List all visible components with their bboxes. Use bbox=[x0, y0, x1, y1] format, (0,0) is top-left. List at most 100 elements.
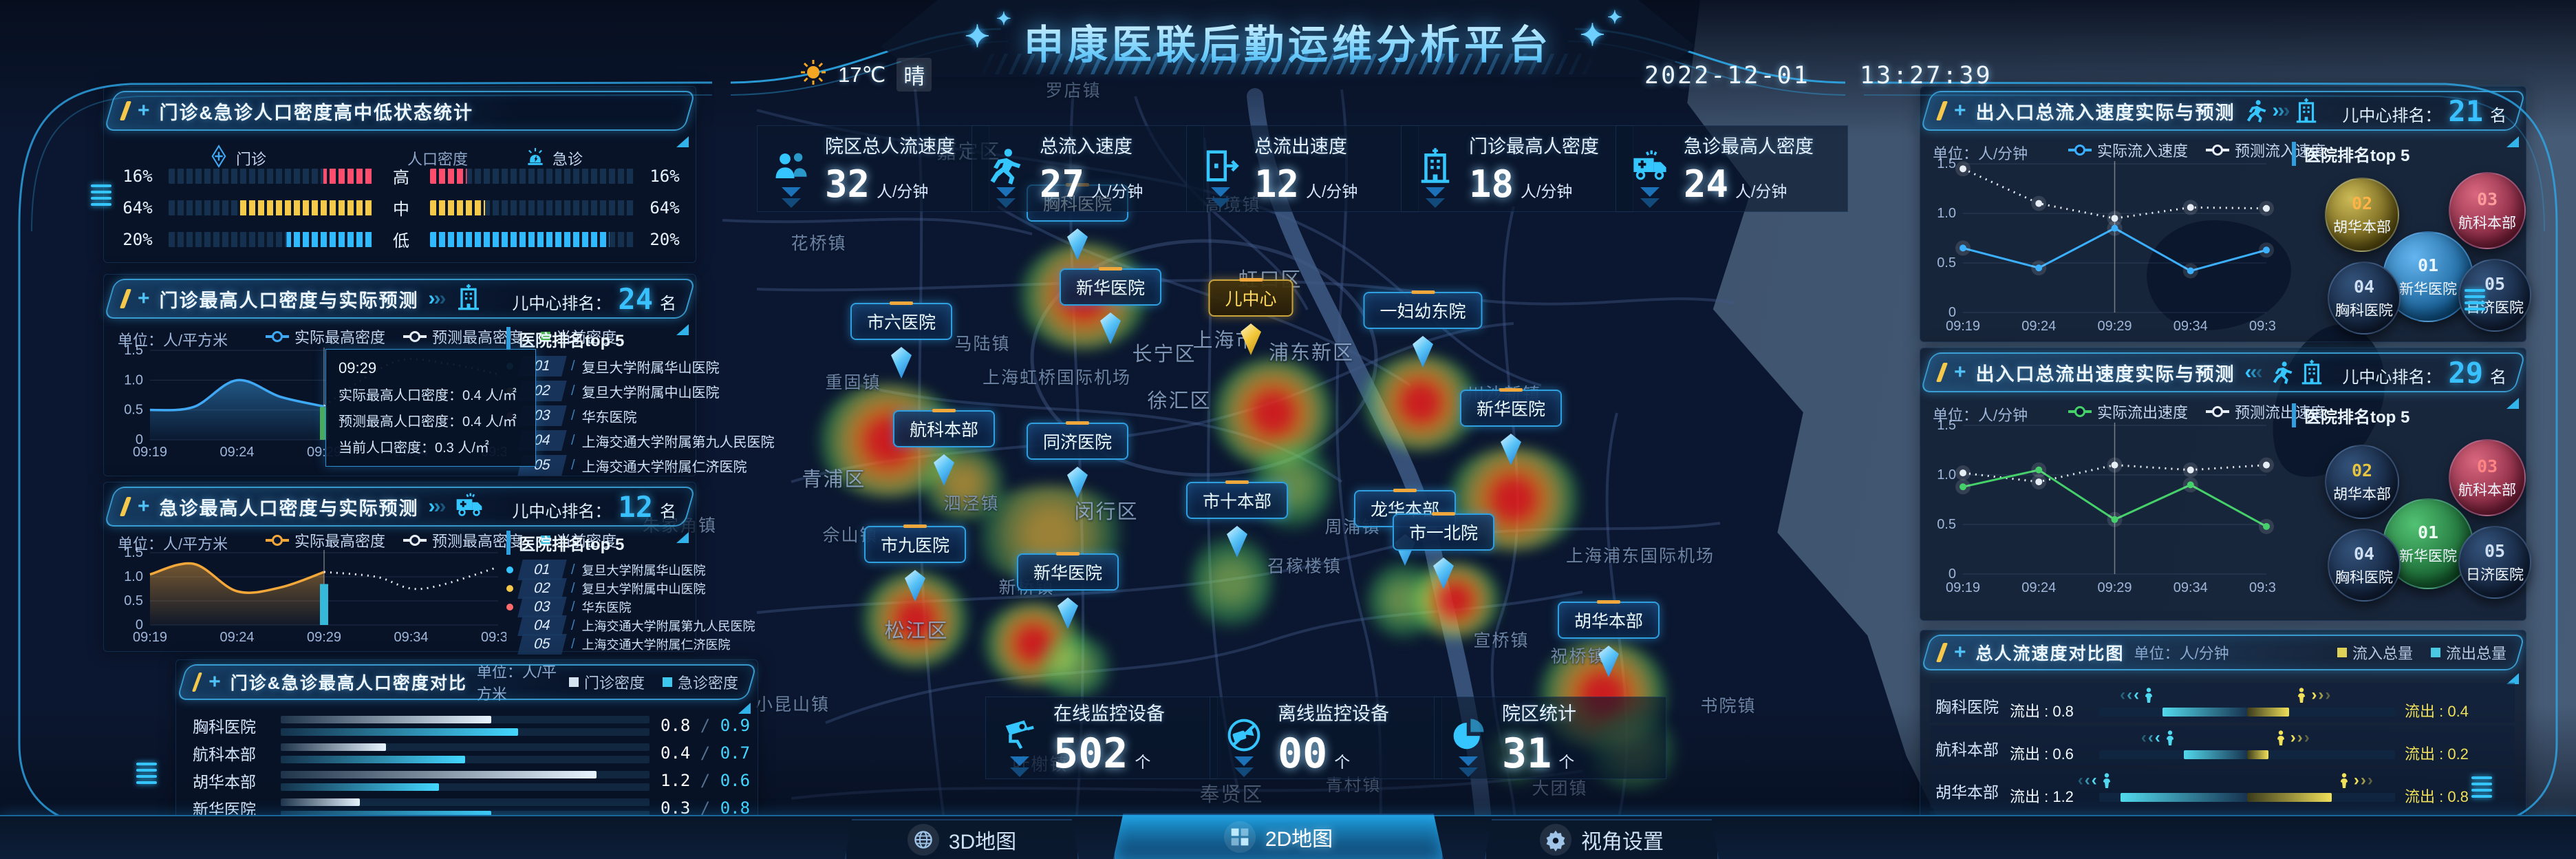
stat-unit: 人/分钟 bbox=[1735, 182, 1788, 200]
top5-item[interactable]: 02/复旦大学附属中山医院 bbox=[506, 578, 706, 599]
inflow-person-icons: ››› bbox=[2336, 771, 2373, 790]
chevron-down-icon bbox=[782, 187, 801, 197]
hospital-name: 上海交通大学附属仁济医院 bbox=[581, 459, 747, 475]
hospital-rank-bubble[interactable]: 03 航科本部 bbox=[2449, 172, 2526, 249]
flow-bars: ‹‹‹ ››› bbox=[2099, 683, 2395, 723]
hospital-marker[interactable]: 胡华本部 bbox=[1557, 602, 1660, 677]
outflow-chart: 1.5 1.0 0.5 009:19 09:24 09:29 09:34 09:39 bbox=[1929, 417, 2276, 596]
hospital-name: 复旦大学附属中山医院 bbox=[581, 582, 706, 596]
left-percent: 20% bbox=[122, 229, 153, 249]
ambulance-icon bbox=[455, 491, 484, 523]
square-marker-icon bbox=[541, 535, 551, 545]
hospital-marker[interactable]: 新华医院 bbox=[1016, 553, 1119, 629]
slash-divider: / bbox=[571, 562, 575, 577]
top5-item[interactable]: 05/上海交通大学附属仁济医院 bbox=[506, 634, 731, 655]
hospital-marker[interactable]: 新华医院 bbox=[1459, 390, 1563, 465]
hospital-marker[interactable]: 市九医院 bbox=[863, 526, 967, 602]
top5-item[interactable]: 03/ 华东医院 bbox=[506, 597, 632, 617]
map-pin-icon bbox=[1226, 526, 1247, 558]
outflow-person-icons: ‹‹‹ bbox=[2141, 728, 2178, 747]
legend-item: 流出总量 bbox=[2430, 641, 2507, 664]
hospital-rank-bubble[interactable]: 02 胡华本部 bbox=[2325, 178, 2399, 252]
outpatient-bar bbox=[169, 231, 372, 247]
top5-item[interactable]: 05/上海交通大学附属仁济医院 bbox=[506, 455, 747, 476]
top5-item[interactable]: 01/复旦大学附属华山医院 bbox=[506, 560, 706, 580]
bubble-name: 胡华本部 bbox=[2333, 486, 2391, 502]
emergency-bar bbox=[281, 810, 492, 818]
tab-视角设置[interactable]: 视角设置 bbox=[1485, 819, 1719, 859]
outpatient-value: 1.2 bbox=[661, 771, 691, 790]
square-marker-icon bbox=[2430, 648, 2440, 657]
hospital-rank-bubble[interactable]: 04 胸科医院 bbox=[2328, 529, 2401, 602]
hospital-marker[interactable]: 市十本部 bbox=[1185, 482, 1289, 558]
inflow-bar bbox=[2247, 793, 2332, 802]
level-label: 低 bbox=[393, 232, 409, 251]
emergency-bar bbox=[281, 783, 439, 791]
weather-widget[interactable]: 17℃ 晴 bbox=[799, 58, 932, 92]
right-percent: 64% bbox=[650, 198, 680, 218]
hospital-marker[interactable]: 新华医院 bbox=[1059, 268, 1162, 344]
svg-text:09:39: 09:39 bbox=[2249, 319, 2276, 334]
slash-divider: / bbox=[571, 407, 575, 423]
building-icon bbox=[455, 284, 482, 311]
tab-3D地图[interactable]: 3D地图 bbox=[845, 819, 1079, 859]
hospital-rank-bubble[interactable]: 04 胸科医院 bbox=[2328, 262, 2401, 335]
left-percent: 64% bbox=[122, 198, 153, 218]
rank-chip: 02 bbox=[517, 578, 567, 599]
camera-icon bbox=[1001, 717, 1038, 754]
legend-item: 门诊密度 bbox=[568, 671, 645, 693]
unit-label: 单位：人/分钟 bbox=[2134, 645, 2229, 662]
top5-item[interactable]: 04/上海交通大学附属第九人民医院 bbox=[506, 615, 755, 636]
tooltip-time: 09:29 bbox=[339, 359, 377, 377]
stat-icon-wrap bbox=[1629, 147, 1671, 208]
outflow-person-icons: ‹‹‹ bbox=[2120, 686, 2157, 705]
hospital-marker[interactable]: 同济医院 bbox=[1026, 423, 1129, 498]
hospital-rank-bubble[interactable]: 02 胡华本部 bbox=[2325, 445, 2399, 519]
unit-label: 单位：人/平方米 bbox=[118, 332, 228, 349]
tab-icon-circle bbox=[907, 824, 939, 856]
map-pin-icon bbox=[1057, 597, 1078, 629]
stat-icon-wrap bbox=[770, 147, 813, 208]
top5-item[interactable]: 01/复旦大学附属华山医院 bbox=[506, 356, 720, 377]
top5-item[interactable]: 04/上海交通大学附属第九人民医院 bbox=[506, 430, 775, 451]
stat-label: 离线监控设备 bbox=[1278, 703, 1389, 724]
legend-item: 实际最高密度 bbox=[266, 326, 385, 348]
tab-icon-circle bbox=[1540, 824, 1571, 856]
hospital-marker[interactable]: 一妇幼东院 bbox=[1363, 292, 1483, 368]
emergency-density-chart: 1.5 1.0 0.5 009:19 09:24 09:29 09:34 09:39 bbox=[114, 546, 506, 646]
hospital-rank-bubble[interactable]: 03 航科本部 bbox=[2449, 439, 2526, 516]
panel-density-compare: + 门诊&急诊最高人口密度对比 单位：人/平方米 门诊密度 急诊密度 胸科医院 0.… bbox=[175, 659, 758, 820]
svg-text:09:24: 09:24 bbox=[219, 630, 254, 645]
marker-label: 胡华本部 bbox=[1557, 602, 1660, 639]
person-mini-icon bbox=[2273, 730, 2289, 746]
hospital-rank-bubble[interactable]: 05 日济医院 bbox=[2458, 526, 2531, 599]
hospital-marker[interactable]: 市一北院 bbox=[1392, 513, 1495, 589]
hospital-name: 胸科医院 bbox=[1935, 698, 1999, 716]
rank-dot-icon bbox=[506, 622, 513, 629]
hospital-marker[interactable]: 航科本部 bbox=[892, 410, 996, 486]
hospital-name: 航科本部 bbox=[193, 745, 256, 763]
top5-item[interactable]: 02/复旦大学附属中山医院 bbox=[506, 381, 720, 401]
slash-divider: / bbox=[571, 617, 575, 633]
svg-text:0.5: 0.5 bbox=[1937, 255, 1956, 271]
tooltip-rows: 实际最高人口密度：0.4 人/㎡ 预测最高人口密度：0.4 人/㎡ 当前人口密度：0… bbox=[339, 384, 523, 456]
chevron-down-icon bbox=[1426, 198, 1445, 208]
bubble-rank: 04 bbox=[2353, 543, 2375, 564]
slash-divider: / bbox=[571, 383, 575, 399]
person-mini-icon bbox=[2336, 772, 2352, 789]
walk-icon bbox=[987, 147, 1024, 184]
stat-label: 在线监控设备 bbox=[1053, 703, 1165, 724]
sparkle-icon: ✦ bbox=[1580, 19, 1605, 52]
chevron-down-icon bbox=[1234, 756, 1254, 766]
tab-2D地图[interactable]: 2D地图 bbox=[1113, 814, 1443, 859]
svg-text:0: 0 bbox=[1949, 305, 1956, 320]
outflow-bar bbox=[2162, 708, 2247, 717]
hospital-marker[interactable]: 市六医院 bbox=[850, 303, 953, 379]
right-percent: 16% bbox=[650, 166, 680, 186]
hospital-name: 胡华本部 bbox=[1935, 783, 1999, 801]
inflow-person-icons: ››› bbox=[2293, 686, 2330, 705]
stat-value-row: 502 个 bbox=[1053, 730, 1165, 778]
hospital-marker[interactable]: 儿中心 bbox=[1208, 279, 1294, 355]
bubble-name: 胸科医院 bbox=[2335, 569, 2393, 586]
stat-unit: 人/分钟 bbox=[1091, 182, 1144, 200]
